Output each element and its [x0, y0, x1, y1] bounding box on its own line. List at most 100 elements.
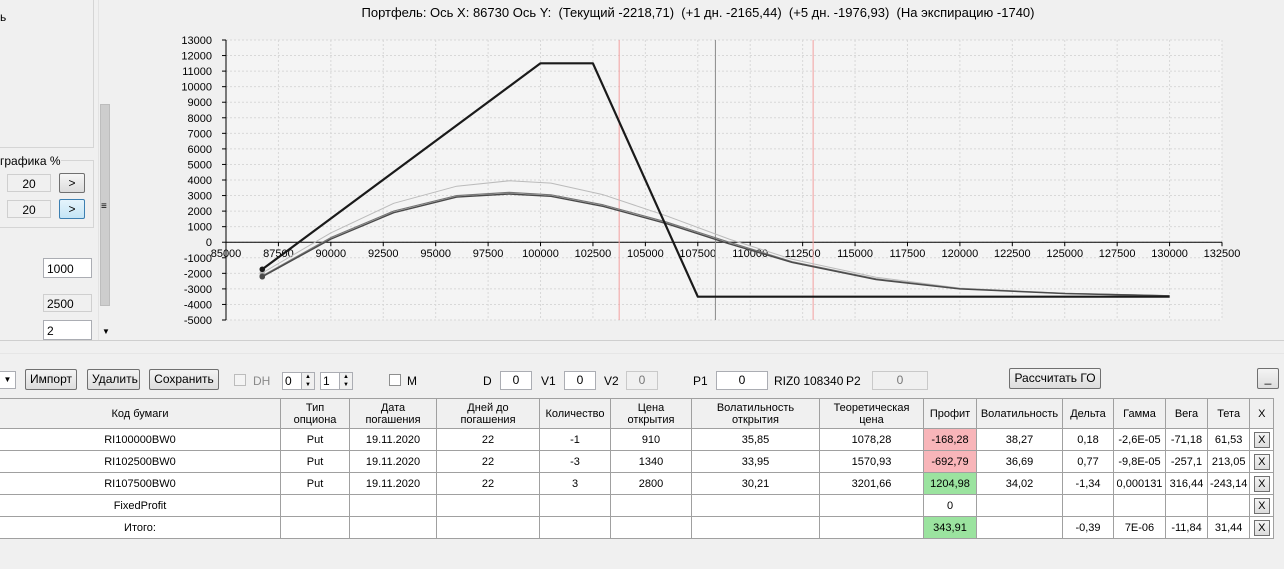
panel-scrollbar-thumb[interactable]: [100, 104, 110, 306]
table-row[interactable]: RI100000BW0 Put 19.11.2020 22 -1 910 35,85 1078…: [0, 428, 1275, 451]
column-header[interactable]: Волатильность: [976, 398, 1063, 429]
table-cell[interactable]: -1: [539, 428, 611, 451]
table-cell[interactable]: -257,1: [1165, 450, 1208, 473]
table-cell[interactable]: [610, 494, 692, 517]
days-input[interactable]: 2: [43, 320, 92, 340]
table-cell[interactable]: [280, 516, 350, 539]
table-cell[interactable]: [436, 494, 540, 517]
table-cell[interactable]: [1113, 494, 1166, 517]
table-cell[interactable]: Итого:: [0, 516, 281, 539]
table-cell[interactable]: 0,18: [1062, 428, 1114, 451]
column-header[interactable]: Дата погашения: [349, 398, 437, 429]
remove-row-button[interactable]: X: [1253, 431, 1270, 448]
table-cell[interactable]: [819, 516, 924, 539]
d-input[interactable]: 0: [500, 371, 532, 390]
table-cell[interactable]: -3: [539, 450, 611, 473]
table-cell[interactable]: 19.11.2020: [349, 472, 437, 495]
table-cell[interactable]: [280, 494, 350, 517]
column-header[interactable]: Профит: [923, 398, 977, 429]
table-cell[interactable]: 7E-06: [1113, 516, 1166, 539]
table-cell[interactable]: -0,39: [1062, 516, 1114, 539]
table-row[interactable]: RI102500BW0 Put 19.11.2020 22 -3 1340 33,95 157…: [0, 450, 1275, 473]
table-cell[interactable]: 33,95: [691, 450, 820, 473]
table-cell[interactable]: 36,69: [976, 450, 1063, 473]
apply-button-2[interactable]: >: [59, 199, 85, 219]
remove-row-button[interactable]: X: [1253, 453, 1270, 470]
column-header[interactable]: Количество: [539, 398, 611, 429]
spin-down-icon[interactable]: ▼: [339, 381, 352, 389]
table-cell[interactable]: RI102500BW0: [0, 450, 281, 473]
table-cell[interactable]: 22: [436, 450, 540, 473]
column-header[interactable]: Волатильность открытия: [691, 398, 820, 429]
profit-cell[interactable]: 343,91: [923, 516, 977, 539]
column-header[interactable]: Тета: [1206, 398, 1251, 429]
table-cell[interactable]: -1,34: [1062, 472, 1114, 495]
table-cell[interactable]: RI107500BW0: [0, 472, 281, 495]
column-header[interactable]: Дней до погашения: [436, 398, 540, 429]
profit-cell[interactable]: -168,28: [923, 428, 977, 451]
column-header[interactable]: Цена открытия: [610, 398, 692, 429]
profit-cell[interactable]: 1204,98: [923, 472, 977, 495]
table-cell[interactable]: -2,6E-05: [1113, 428, 1166, 451]
v1-input[interactable]: 0: [564, 371, 596, 390]
profit-cell[interactable]: 0: [923, 494, 977, 517]
table-cell[interactable]: -243,14: [1206, 472, 1251, 495]
table-cell[interactable]: 316,44: [1165, 472, 1208, 495]
table-cell[interactable]: [976, 494, 1063, 517]
table-cell[interactable]: 38,27: [976, 428, 1063, 451]
column-header[interactable]: Вега: [1165, 398, 1208, 429]
column-header[interactable]: Код бумаги: [0, 398, 281, 429]
chart-percent-field-2[interactable]: 20: [7, 200, 51, 218]
table-cell[interactable]: [539, 494, 611, 517]
remove-row-button[interactable]: X: [1253, 475, 1270, 492]
dh-spinner-1[interactable]: 0 ▲ ▼: [282, 372, 315, 390]
table-cell[interactable]: -9,8E-05: [1113, 450, 1166, 473]
table-cell[interactable]: 61,53: [1206, 428, 1251, 451]
table-cell[interactable]: [976, 516, 1063, 539]
table-cell[interactable]: 0,77: [1062, 450, 1114, 473]
v2-input[interactable]: 0: [626, 371, 658, 390]
spin-down-icon[interactable]: ▼: [301, 381, 314, 389]
portfolio-dropdown[interactable]: ▼: [0, 371, 16, 389]
column-header[interactable]: X: [1249, 398, 1275, 429]
table-cell[interactable]: [349, 516, 437, 539]
calculate-margin-button[interactable]: Рассчитать ГО: [1009, 368, 1101, 389]
chart-percent-field-1[interactable]: 20: [7, 174, 51, 192]
step-input[interactable]: 1000: [43, 258, 92, 278]
p1-input[interactable]: 0: [716, 371, 768, 390]
scroll-down-icon[interactable]: ▼: [102, 327, 110, 336]
table-cell[interactable]: 19.11.2020: [349, 450, 437, 473]
splitter[interactable]: [0, 340, 1284, 354]
table-cell[interactable]: 1340: [610, 450, 692, 473]
column-header[interactable]: Дельта: [1062, 398, 1114, 429]
table-cell[interactable]: -71,18: [1165, 428, 1208, 451]
table-cell[interactable]: 22: [436, 472, 540, 495]
table-cell[interactable]: [691, 516, 820, 539]
table-cell[interactable]: Put: [280, 472, 350, 495]
table-cell[interactable]: [539, 516, 611, 539]
table-cell[interactable]: 213,05: [1206, 450, 1251, 473]
table-cell[interactable]: 35,85: [691, 428, 820, 451]
table-cell[interactable]: [691, 494, 820, 517]
table-cell[interactable]: Put: [280, 428, 350, 451]
spin-up-icon[interactable]: ▲: [339, 373, 352, 381]
table-cell[interactable]: 3: [539, 472, 611, 495]
table-cell[interactable]: 22: [436, 428, 540, 451]
table-cell[interactable]: 1078,28: [819, 428, 924, 451]
table-cell[interactable]: 0,000131: [1113, 472, 1166, 495]
table-row[interactable]: FixedProfit 0 X: [0, 494, 1275, 517]
column-header[interactable]: Тип опциона: [280, 398, 350, 429]
table-cell[interactable]: RI100000BW0: [0, 428, 281, 451]
column-header[interactable]: Теоретическая цена: [819, 398, 924, 429]
dh-checkbox[interactable]: [234, 374, 246, 386]
table-cell[interactable]: [436, 516, 540, 539]
table-cell[interactable]: Put: [280, 450, 350, 473]
delete-button[interactable]: Удалить: [87, 369, 140, 390]
m-checkbox[interactable]: [389, 374, 401, 386]
table-cell[interactable]: [1206, 494, 1251, 517]
table-cell[interactable]: 30,21: [691, 472, 820, 495]
remove-row-button[interactable]: X: [1253, 497, 1270, 514]
remove-row-button[interactable]: X: [1253, 519, 1270, 536]
table-cell[interactable]: [819, 494, 924, 517]
p2-input[interactable]: 0: [872, 371, 928, 390]
